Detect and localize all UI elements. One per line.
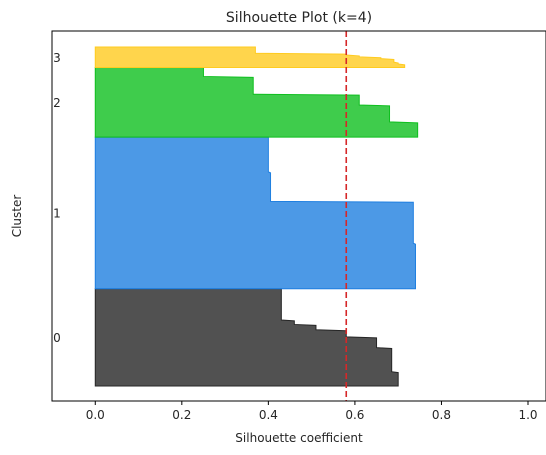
x-tick-label: 0.8 bbox=[432, 408, 451, 422]
cluster-3-silhouette bbox=[94, 46, 406, 69]
cluster-0-silhouette bbox=[94, 288, 399, 387]
cluster-2-silhouette bbox=[94, 67, 419, 138]
y-axis-label: Cluster bbox=[10, 195, 24, 238]
cluster-label-3: 3 bbox=[53, 51, 61, 65]
cluster-1-silhouette bbox=[94, 136, 416, 290]
cluster-label-1: 1 bbox=[53, 206, 61, 220]
x-tick-label: 0.0 bbox=[86, 408, 105, 422]
x-axis-label: Silhouette coefficient bbox=[235, 431, 363, 445]
clusters-layer bbox=[94, 46, 419, 387]
x-ticks: 0.0 0.2 0.4 0.6 0.8 1.0 bbox=[86, 401, 538, 422]
cluster-label-0: 0 bbox=[53, 331, 61, 345]
cluster-label-2: 2 bbox=[53, 96, 61, 110]
cluster-labels: 0 1 2 3 bbox=[53, 51, 61, 345]
plot-frame bbox=[51, 30, 546, 402]
chart-title: Silhouette Plot (k=4) bbox=[226, 10, 372, 26]
x-tick-label: 0.2 bbox=[172, 408, 191, 422]
x-tick-label: 0.4 bbox=[259, 408, 278, 422]
x-tick-label: 1.0 bbox=[518, 408, 537, 422]
x-tick-label: 0.6 bbox=[345, 408, 364, 422]
